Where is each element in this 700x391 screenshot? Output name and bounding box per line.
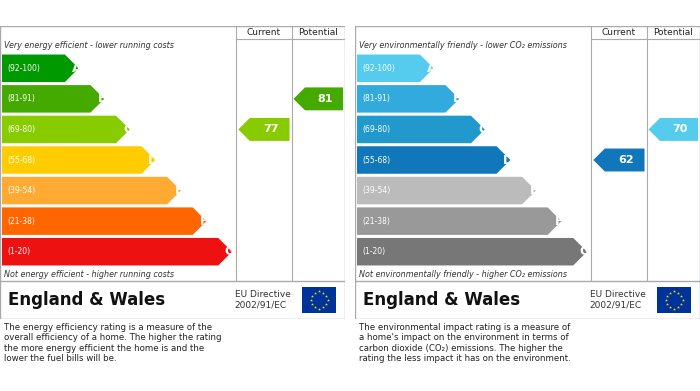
Text: B: B (97, 92, 107, 105)
Polygon shape (357, 54, 434, 82)
Text: Energy Efficiency Rating: Energy Efficiency Rating (8, 7, 180, 20)
Polygon shape (594, 149, 645, 172)
Text: Very environmentally friendly - lower CO₂ emissions: Very environmentally friendly - lower CO… (359, 41, 567, 50)
Polygon shape (2, 85, 104, 113)
Text: The environmental impact rating is a measure of
a home's impact on the environme: The environmental impact rating is a mea… (359, 323, 570, 363)
Text: (1-20): (1-20) (362, 247, 385, 256)
Text: The energy efficiency rating is a measure of the
overall efficiency of a home. T: The energy efficiency rating is a measur… (4, 323, 221, 363)
Text: A: A (427, 62, 436, 75)
Text: (21-38): (21-38) (7, 217, 35, 226)
Text: F: F (200, 215, 209, 228)
Text: (81-91): (81-91) (7, 94, 35, 103)
Polygon shape (357, 238, 587, 265)
Text: B: B (452, 92, 462, 105)
Polygon shape (2, 54, 78, 82)
Text: Very energy efficient - lower running costs: Very energy efficient - lower running co… (4, 41, 174, 50)
Text: E: E (174, 184, 183, 197)
Polygon shape (293, 88, 343, 110)
Text: D: D (503, 154, 513, 167)
Text: England & Wales: England & Wales (8, 291, 165, 309)
Text: (81-91): (81-91) (362, 94, 390, 103)
Text: G: G (225, 245, 235, 258)
Text: E: E (530, 184, 538, 197)
Text: (69-80): (69-80) (362, 125, 390, 134)
Polygon shape (2, 146, 155, 174)
Text: EU Directive
2002/91/EC: EU Directive 2002/91/EC (589, 290, 645, 310)
Text: Potential: Potential (298, 28, 338, 37)
Text: D: D (148, 154, 158, 167)
Text: 62: 62 (618, 155, 634, 165)
Polygon shape (2, 238, 232, 265)
Text: 70: 70 (673, 124, 688, 135)
Text: (69-80): (69-80) (7, 125, 35, 134)
Text: EU Directive
2002/91/EC: EU Directive 2002/91/EC (234, 290, 290, 310)
Polygon shape (2, 116, 130, 143)
Text: (55-68): (55-68) (362, 156, 390, 165)
Text: 77: 77 (263, 124, 279, 135)
Polygon shape (357, 207, 561, 235)
Text: (21-38): (21-38) (362, 217, 390, 226)
Polygon shape (2, 207, 206, 235)
Text: G: G (580, 245, 590, 258)
Text: (39-54): (39-54) (362, 186, 391, 195)
Polygon shape (357, 85, 459, 113)
Polygon shape (357, 146, 510, 174)
Polygon shape (357, 116, 485, 143)
Text: England & Wales: England & Wales (363, 291, 520, 309)
Text: A: A (72, 62, 81, 75)
Text: (55-68): (55-68) (7, 156, 35, 165)
Text: Not energy efficient - higher running costs: Not energy efficient - higher running co… (4, 270, 174, 279)
Polygon shape (2, 177, 181, 204)
Polygon shape (357, 177, 536, 204)
Text: Not environmentally friendly - higher CO₂ emissions: Not environmentally friendly - higher CO… (359, 270, 567, 279)
Bar (302, 287, 337, 313)
Polygon shape (238, 118, 290, 141)
Text: (92-100): (92-100) (362, 64, 395, 73)
Text: Current: Current (602, 28, 636, 37)
Text: 81: 81 (317, 94, 333, 104)
Text: Potential: Potential (653, 28, 693, 37)
Bar (657, 287, 692, 313)
Text: C: C (123, 123, 132, 136)
Text: (92-100): (92-100) (7, 64, 40, 73)
Text: (1-20): (1-20) (7, 247, 30, 256)
Text: F: F (555, 215, 564, 228)
Text: Current: Current (247, 28, 281, 37)
Text: Environmental Impact (CO₂) Rating: Environmental Impact (CO₂) Rating (363, 7, 609, 20)
Text: (39-54): (39-54) (7, 186, 35, 195)
Polygon shape (648, 118, 698, 141)
Text: C: C (478, 123, 487, 136)
